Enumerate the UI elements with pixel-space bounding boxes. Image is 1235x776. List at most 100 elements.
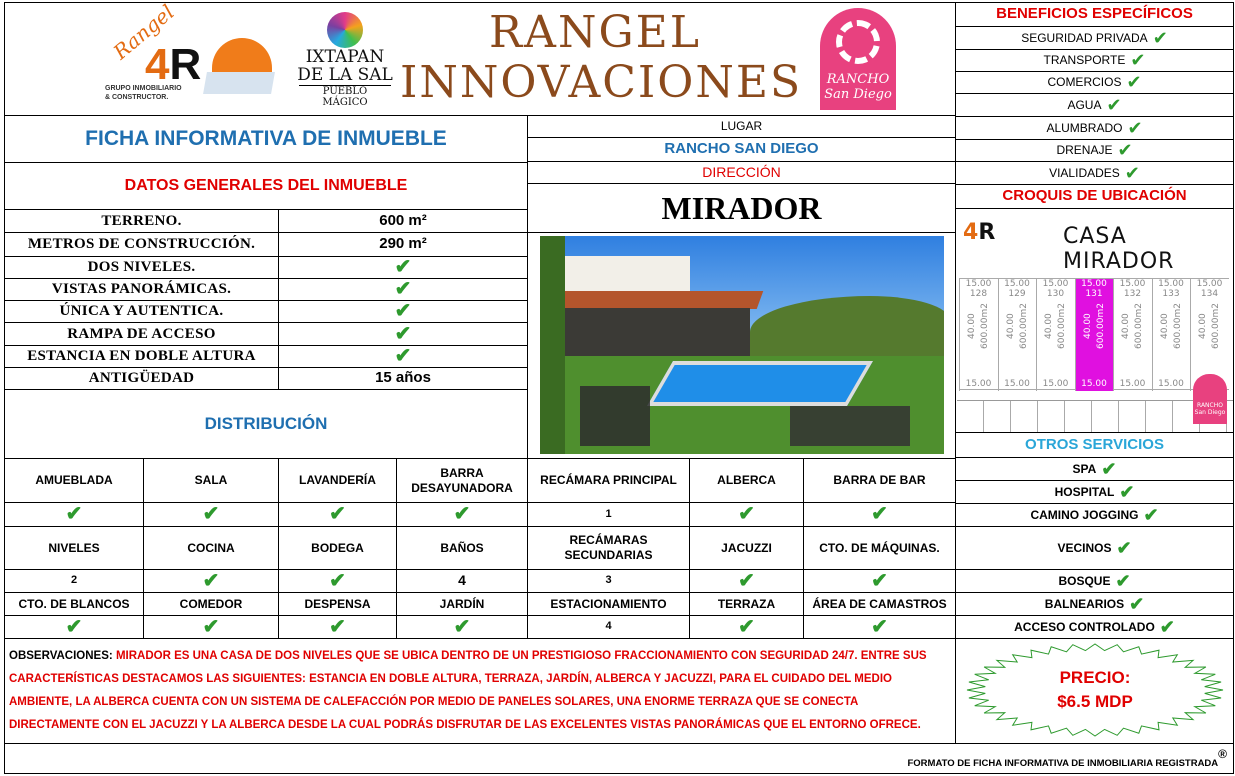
otros-title: OTROS SERVICIOS (955, 432, 1234, 458)
lot-area: 600.00m2 (980, 303, 990, 349)
lot-depth: 40.00 (967, 313, 977, 339)
lot-depth: 40.00 (1082, 313, 1093, 339)
distribution-value-text: 2 (70, 574, 78, 587)
otro-servicio-item-text: ACCESO CONTROLADO (1014, 619, 1155, 634)
dato-label: TERRENO. (4, 209, 279, 233)
check-icon-text: ✔ (202, 503, 220, 525)
check-icon-text: ✔ (329, 615, 346, 638)
check-icon-text: ✔ (738, 615, 755, 638)
dato-value-text: ✔ (394, 345, 412, 367)
check-icon-text: ✔ (329, 569, 346, 592)
direccion-value: MIRADOR (527, 183, 956, 233)
distribution-value-text: 1 (605, 507, 612, 520)
beneficio-item-text: DRENAJE (1056, 143, 1113, 157)
location-map: CASA MIRADOR 4R 15.00 128 40.00 600.00m2 15.… (957, 210, 1233, 432)
check-icon-text: ✔ (871, 503, 888, 525)
distribution-label-text: CTO. DE BLANCOS (18, 596, 130, 611)
dato-value-text: 290 m² (379, 235, 427, 253)
check-icon: ✔ (4, 502, 144, 527)
distribution-label-text: AMUEBLADA (35, 473, 113, 487)
distribution-label: AMUEBLADA (4, 458, 144, 503)
lot-area: 600.00m2 (1018, 303, 1029, 349)
distribution-label: ESTACIONAMIENTO (527, 592, 690, 616)
lot-area: 600.00m2 (1211, 303, 1221, 349)
beneficio-item-text: COMERCIOS (1047, 75, 1122, 89)
dato-label-text: VISTAS PANORÁMICAS. (51, 281, 232, 298)
check-icon-text: ✔ (871, 569, 888, 592)
check-icon: ✔ (1130, 50, 1146, 71)
dato-value: ✔ (278, 300, 528, 323)
otro-servicio-item-text: VECINOS (1057, 540, 1112, 555)
lot-area: 600.00m2 (1172, 303, 1183, 349)
check-icon: ✔ (1124, 162, 1140, 183)
check-icon: ✔ (1116, 537, 1132, 558)
distribution-label-text: RECÁMARA PRINCIPAL (540, 473, 677, 487)
distribution-value: 2 (4, 569, 144, 593)
beneficio-item-text: ALUMBRADO (1046, 120, 1123, 135)
check-icon: ✔ (803, 502, 956, 527)
check-icon-text: ✔ (453, 615, 471, 638)
dato-label: ÚNICA Y AUTENTICA. (4, 300, 279, 323)
lot-front: 15.00 (965, 279, 992, 289)
lugar-value: RANCHO SAN DIEGO (527, 137, 956, 162)
distribution-label-text: LAVANDERÍA (299, 473, 376, 487)
check-icon-text: ✔ (871, 615, 888, 638)
otro-servicio-item: ACCESO CONTROLADO ✔ (955, 615, 1234, 639)
lot-front-bottom: 15.00 (1081, 379, 1107, 389)
pueblo-magico-text: PUEBLO MÁGICO (299, 85, 391, 108)
dato-label-text: METROS DE CONSTRUCCIÓN. (27, 236, 256, 253)
beneficio-item-text: AGUA (1067, 97, 1102, 112)
otro-servicio-item-text: HOSPITAL (1054, 484, 1115, 499)
distribution-value-text: 3 (605, 574, 612, 587)
distribution-label: RECÁMARA PRINCIPAL (527, 458, 690, 503)
distribution-label: TERRAZA (689, 592, 804, 616)
beneficio-item: ALUMBRADO ✔ (955, 116, 1234, 140)
check-icon: ✔ (1117, 140, 1133, 161)
distribution-value: 3 (527, 569, 690, 593)
dato-value-text: ✔ (394, 322, 412, 345)
distribution-label-text: JARDÍN (439, 596, 485, 611)
dato-label: RAMPA DE ACCESO (4, 322, 279, 346)
distribution-label: JARDÍN (396, 592, 528, 616)
check-icon-text: ✔ (453, 503, 471, 525)
check-icon-text: ✔ (202, 569, 220, 592)
lot-depth: 40.00 (1159, 313, 1170, 339)
otros-title-text: OTROS SERVICIOS (1025, 435, 1164, 453)
map-caption: CASA MIRADOR (1063, 224, 1175, 274)
datos-title-text: DATOS GENERALES DEL INMUEBLE (124, 177, 408, 194)
lugar-label: LUGAR (527, 115, 956, 138)
dato-value: ✔ (278, 322, 528, 346)
beneficio-item-text: VIALIDADES (1049, 165, 1120, 180)
check-icon-text: ✔ (65, 503, 83, 525)
distribution-label: BAÑOS (396, 526, 528, 570)
check-icon: ✔ (278, 502, 397, 527)
observaciones-text: MIRADOR ES UNA CASA DE DOS NIVELES QUE S… (9, 650, 927, 731)
datos-title: DATOS GENERALES DEL INMUEBLE (4, 162, 528, 210)
otro-servicio-item: CAMINO JOGGING ✔ (955, 503, 1234, 527)
distribution-value-text: 4 (458, 572, 466, 589)
brand-title: RANGEL INNOVACIONES (400, 7, 803, 108)
otro-servicio-item: VECINOS ✔ (955, 526, 1234, 570)
lot-front-bottom: 15.00 (1004, 379, 1030, 389)
dato-label: ESTANCIA EN DOBLE ALTURA (4, 345, 279, 368)
lot: 15.00 129 40.00 600.00m2 15.00 (997, 279, 1036, 391)
lot: 15.00 130 40.00 600.00m2 15.00 (1036, 279, 1074, 391)
check-icon: ✔ (1106, 94, 1122, 115)
distribution-label: DESPENSA (278, 592, 397, 616)
lugar-label-text: LUGAR (720, 119, 763, 133)
lot-number: 133 (1162, 289, 1180, 299)
dato-value-text: ✔ (394, 278, 412, 300)
lot: 15.00 128 40.00 600.00m2 15.00 (959, 279, 997, 391)
distribution-label: CTO. DE BLANCOS (4, 592, 144, 616)
distribution-label-text: BARRA DESAYUNADORA (411, 465, 513, 495)
lot-area: 600.00m2 (1057, 303, 1067, 349)
lot-number: 129 (1008, 289, 1026, 299)
lot-number: 134 (1200, 289, 1219, 299)
footer-text: FORMATO DE FICHA INFORMATIVA DE INMOBILI… (907, 758, 1219, 770)
otro-servicio-item-text: SPA (1072, 461, 1097, 476)
beneficio-item: DRENAJE ✔ (955, 139, 1234, 162)
croquis-title-text: CROQUIS DE UBICACIÓN (1002, 187, 1187, 205)
distribution-label: BARRA DESAYUNADORA (396, 458, 528, 503)
dato-value: 290 m² (278, 232, 528, 257)
dato-value-text: 600 m² (379, 211, 427, 229)
